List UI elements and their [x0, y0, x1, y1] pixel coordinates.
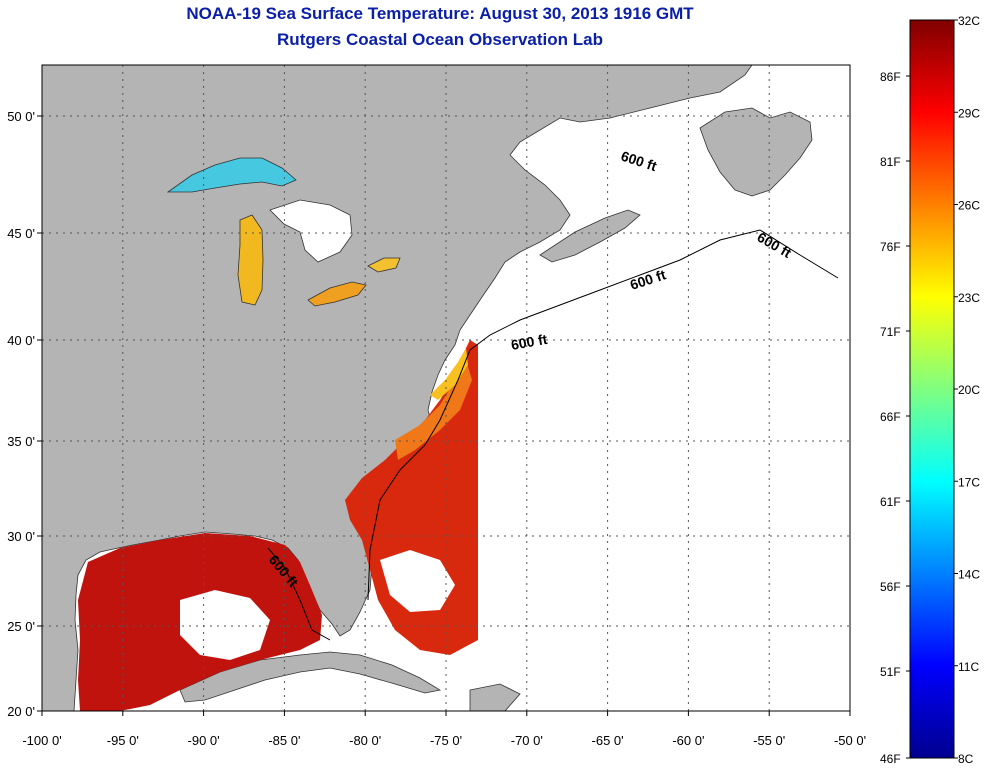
longitude-label: -90 0': [188, 733, 220, 748]
isobath-label: 600 ft: [510, 331, 549, 353]
latitude-label: 35 0': [7, 434, 35, 449]
colorbar-celsius-label: 14C: [958, 568, 980, 582]
colorbar-celsius-label: 26C: [958, 199, 980, 213]
colorbar-fahrenheit-label: 71F: [880, 325, 901, 339]
colorbar-labels: 32C 29C 26C 23C 20C 17C 14C 11C 8C 86F 81F 76F 71F 66…: [880, 14, 980, 766]
latitude-label: 25 0': [7, 619, 35, 634]
colorbar-celsius-label: 17C: [958, 475, 980, 489]
colorbar-fahrenheit-label: 56F: [880, 580, 901, 594]
lake-michigan: [237, 214, 264, 306]
colorbar-celsius-label: 11C: [958, 660, 979, 674]
lake-huron: [269, 199, 353, 263]
graticule: [42, 65, 850, 711]
colorbar-celsius-label: 20C: [958, 383, 980, 397]
colorbar-fahrenheit-label: 81F: [880, 155, 901, 169]
colorbar-celsius-label: 32C: [958, 14, 980, 28]
latitude-label: 20 0': [7, 704, 35, 719]
sst-atlantic-cool-band: [430, 348, 468, 400]
lake-superior: [166, 157, 297, 193]
latitude-label: 30 0': [7, 529, 35, 544]
isobath-labels: 600 ft 600 ft 600 ft 600 ft 600 ft: [266, 148, 795, 591]
longitude-label: -75 0': [430, 733, 462, 748]
colorbar-celsius-label: 8C: [958, 752, 974, 766]
longitude-label: -85 0': [268, 733, 300, 748]
longitude-labels: -100 0' -95 0' -90 0' -85 0' -80 0' -75 0' -70…: [22, 711, 866, 748]
isobath-600ft-line: [267, 229, 839, 641]
lake-erie: [307, 281, 367, 307]
latitude-label: 45 0': [7, 226, 35, 241]
colorbar-fahrenheit-label: 51F: [880, 665, 901, 679]
longitude-label: -60 0': [672, 733, 704, 748]
colorbar-fahrenheit-label: 76F: [880, 240, 901, 254]
colorbar-fahrenheit-label: 61F: [880, 495, 901, 509]
land-newfoundland: [699, 107, 813, 197]
map-subtitle: Rutgers Coastal Ocean Observation Lab: [277, 30, 603, 49]
latitude-label: 40 0': [7, 333, 35, 348]
colorbar: [909, 19, 955, 759]
lake-ontario: [367, 257, 401, 273]
longitude-label: -50 0': [834, 733, 866, 748]
map-title: NOAA-19 Sea Surface Temperature: August …: [186, 4, 694, 23]
latitude-label: 50 0': [7, 109, 35, 124]
colorbar-celsius-label: 29C: [958, 106, 980, 120]
longitude-label: -65 0': [592, 733, 624, 748]
longitude-label: -95 0': [107, 733, 139, 748]
longitude-label: -80 0': [349, 733, 381, 748]
longitude-label: -55 0': [753, 733, 785, 748]
colorbar-fahrenheit-label: 86F: [880, 70, 901, 84]
sst-gulf-cloud-gap: [180, 590, 270, 660]
latitude-labels: 50 0' 45 0' 40 0' 35 0' 30 0' 25 0' 20 0': [7, 109, 42, 719]
longitude-label: -100 0': [22, 733, 61, 748]
longitude-label: -70 0': [511, 733, 543, 748]
land-nova-scotia: [539, 209, 641, 263]
colorbar-fahrenheit-label: 46F: [880, 752, 901, 766]
land-hispaniola: [469, 683, 521, 711]
colorbar-celsius-label: 23C: [958, 291, 980, 305]
sst-atlantic-cloud-gap: [380, 550, 455, 612]
colorbar-fahrenheit-label: 66F: [880, 410, 901, 424]
